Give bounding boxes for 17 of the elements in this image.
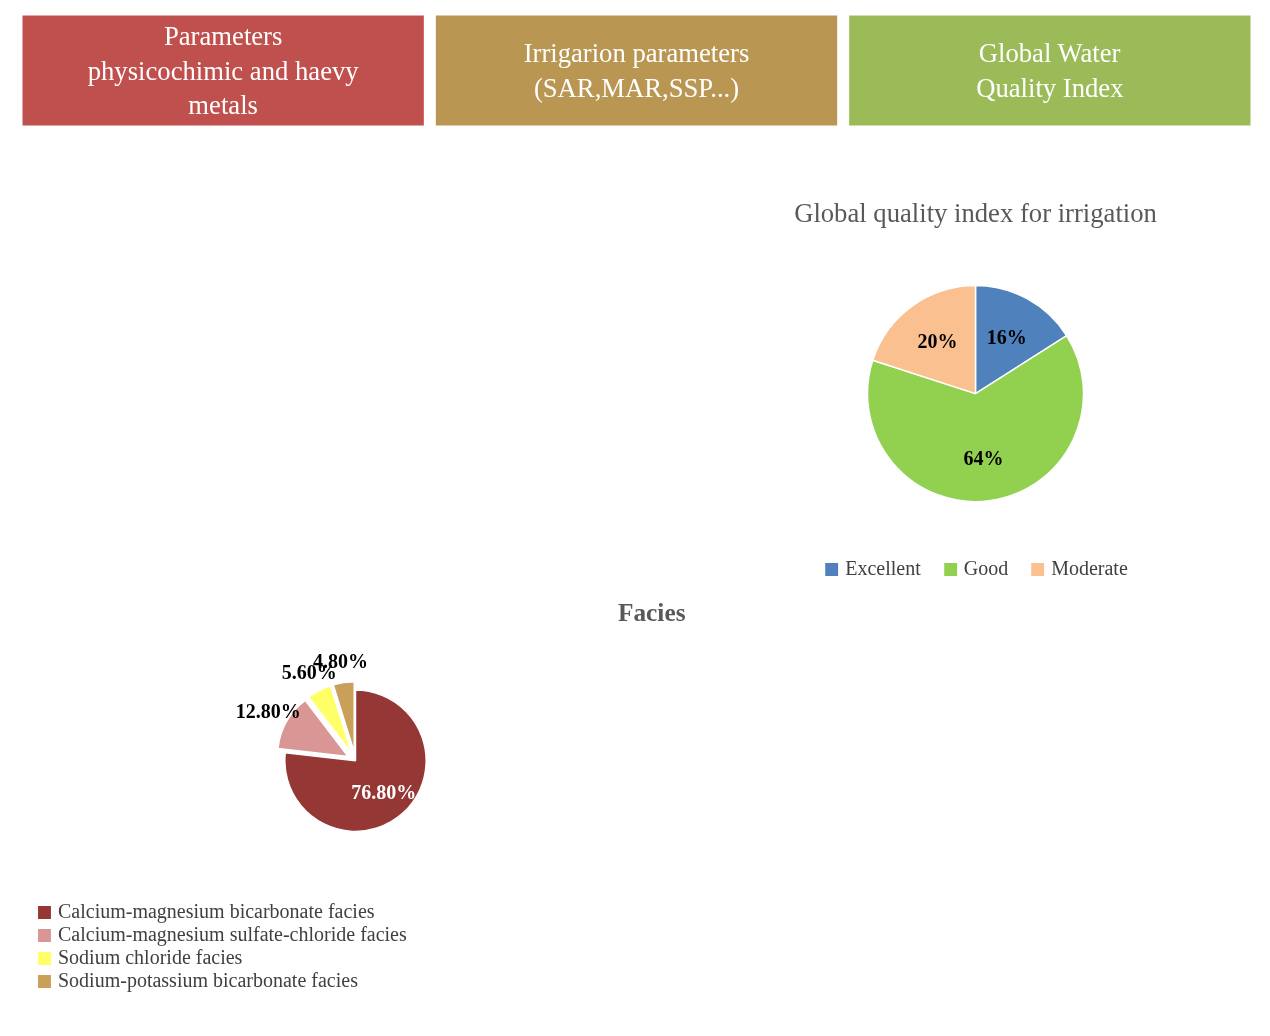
data-label: 76.80% [351,781,417,804]
legend-label: Sodium-potassium bicarbonate facies [58,969,358,992]
legend-label: Good [963,557,1009,580]
legend-label: Calcium-magnesium sulfate-chloride facies [58,923,407,946]
legend-label: Sodium chloride facies [58,946,243,969]
legend-label: Calcium-magnesium bicarbonate facies [58,900,375,923]
legend-label: Moderate [1051,557,1128,580]
data-label: 16% [986,326,1027,349]
data-label: 12.80% [235,700,301,723]
text: Parameters physicochimic and haevy metals [87,21,360,120]
data-label: 20% [917,330,958,353]
chart-title: Global quality index for irrigation [794,197,1157,228]
text: Facies [617,597,686,626]
text: Irrigarion parameters (SAR,MAR,SSP...) [523,38,750,103]
legend-label: Excellent [845,557,921,580]
text: Global Water Quality Index [976,38,1124,103]
data-label: 64% [963,446,1004,469]
